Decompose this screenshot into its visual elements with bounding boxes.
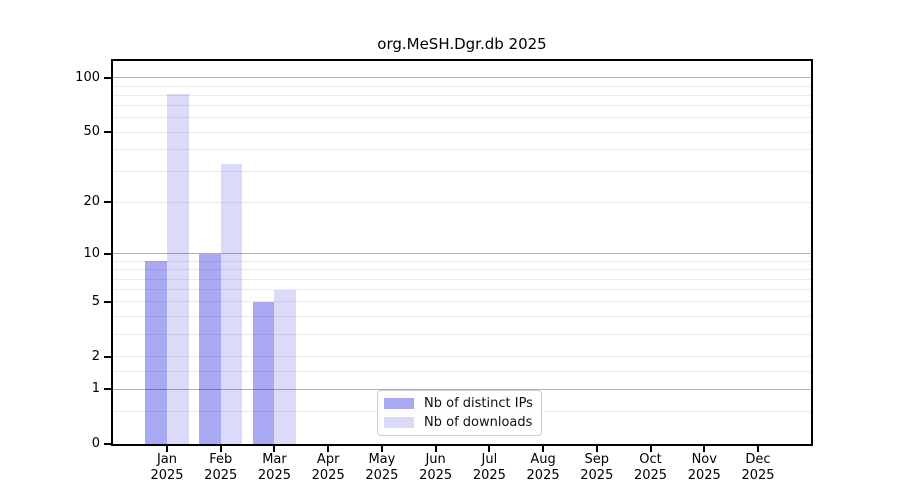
x-tick-mark xyxy=(542,446,545,452)
bar-distinct-ips-jan xyxy=(145,261,167,444)
y-tick-label: 50 xyxy=(83,124,100,140)
x-tick-year: 2025 xyxy=(687,467,721,483)
x-tick-month: May xyxy=(368,452,396,467)
x-tick-month: Apr xyxy=(316,452,340,467)
gridline-tick xyxy=(113,131,811,133)
x-tick-mark xyxy=(756,446,759,452)
gridline-minor xyxy=(113,117,811,119)
x-tick-year: 2025 xyxy=(365,467,399,483)
gridline-minor xyxy=(113,315,811,317)
y-tick-mark xyxy=(104,388,111,391)
x-tick-label: Sep 2025 xyxy=(565,452,629,483)
y-tick-label: 0 xyxy=(91,436,100,451)
bar-distinct-ips-mar xyxy=(252,301,275,444)
legend-item-distinct-ips: Nb of distinct IPs xyxy=(384,396,541,411)
y-tick-mark xyxy=(104,300,111,303)
x-tick-month: Aug xyxy=(530,452,556,467)
x-tick-label: Jun 2025 xyxy=(404,452,468,483)
x-tick-year: 2025 xyxy=(257,467,291,483)
x-tick-year: 2025 xyxy=(150,467,184,483)
x-tick-label: Dec 2025 xyxy=(726,452,790,483)
y-tick-label: 2 xyxy=(91,348,100,364)
x-tick-mark xyxy=(273,446,276,452)
gridline-minor xyxy=(113,105,811,107)
gridline-tick xyxy=(113,388,811,390)
y-tick-label: 20 xyxy=(83,194,100,210)
gridline-minor xyxy=(113,94,811,96)
x-tick-year: 2025 xyxy=(526,467,560,483)
y-tick-label: 100 xyxy=(75,69,100,85)
x-tick-year: 2025 xyxy=(472,467,506,483)
y-tick-label: 1 xyxy=(91,381,100,397)
gridline-minor xyxy=(113,289,811,291)
y-tick-mark xyxy=(104,355,111,358)
x-tick-label: Apr 2025 xyxy=(296,452,360,483)
x-tick-label: Feb 2025 xyxy=(189,452,253,483)
gridline-minor xyxy=(113,260,811,262)
x-tick-label: Aug 2025 xyxy=(511,452,575,483)
y-tick-mark xyxy=(104,131,111,134)
gridline-tick xyxy=(113,77,811,79)
x-tick-mark xyxy=(703,446,706,452)
x-tick-label: May 2025 xyxy=(350,452,414,483)
legend-label-distinct-ips: Nb of distinct IPs xyxy=(424,396,533,411)
x-tick-year: 2025 xyxy=(419,467,453,483)
y-tick-label: 10 xyxy=(83,245,100,261)
x-tick-year: 2025 xyxy=(311,467,345,483)
x-tick-mark xyxy=(166,446,168,452)
gridline-tick xyxy=(113,201,811,203)
bar-downloads-feb xyxy=(220,164,243,444)
x-tick-month: Jul xyxy=(481,452,498,467)
gridline-minor xyxy=(113,333,811,335)
x-tick-mark xyxy=(595,446,598,452)
x-tick-month: Nov xyxy=(691,452,717,467)
gridline-tick xyxy=(113,356,811,358)
bar-distinct-ips-feb xyxy=(199,253,221,444)
chart-title: org.MeSH.Dgr.db 2025 xyxy=(377,35,547,53)
legend-label-downloads: Nb of downloads xyxy=(424,415,533,430)
x-tick-mark xyxy=(649,446,652,452)
x-tick-year: 2025 xyxy=(204,467,238,483)
x-tick-mark xyxy=(219,446,222,452)
legend-item-downloads: Nb of downloads xyxy=(384,415,541,430)
gridline-minor xyxy=(113,278,811,280)
gridline-minor xyxy=(113,171,811,173)
x-tick-year: 2025 xyxy=(633,467,668,483)
gridline-minor xyxy=(113,370,811,372)
x-tick-label: Nov 2025 xyxy=(672,452,736,483)
x-tick-month: Dec xyxy=(745,452,771,467)
gridline-minor xyxy=(113,148,811,150)
x-tick-mark xyxy=(434,446,437,452)
y-tick-mark xyxy=(104,252,111,255)
x-tick-month: Jan xyxy=(156,452,178,467)
x-tick-label: Mar 2025 xyxy=(242,452,306,483)
y-tick-label: 5 xyxy=(91,293,100,309)
x-tick-label: Oct 2025 xyxy=(619,452,683,483)
bar-downloads-jan xyxy=(167,94,189,444)
x-tick-month: Feb xyxy=(209,452,233,467)
x-tick-mark xyxy=(380,446,383,452)
x-tick-label: Jan 2025 xyxy=(135,452,199,483)
gridline-minor xyxy=(113,269,811,271)
legend-swatch-downloads xyxy=(384,417,414,428)
bar-downloads-mar xyxy=(274,289,297,444)
gridline-tick xyxy=(113,253,811,255)
y-tick-mark xyxy=(104,443,111,445)
x-tick-month: Sep xyxy=(584,452,610,467)
x-tick-label: Jul 2025 xyxy=(457,452,521,483)
x-tick-mark xyxy=(488,446,491,452)
gridline-minor xyxy=(113,85,811,87)
legend: Nb of distinct IPs Nb of downloads xyxy=(377,390,542,436)
x-tick-month: Jun xyxy=(425,452,446,467)
y-tick-mark xyxy=(104,76,111,79)
gridline-tick xyxy=(113,301,811,303)
x-tick-year: 2025 xyxy=(580,467,614,483)
x-tick-year: 2025 xyxy=(741,467,775,483)
x-tick-month: Oct xyxy=(639,452,662,467)
x-tick-month: Mar xyxy=(262,452,287,467)
x-tick-mark xyxy=(327,446,330,452)
legend-swatch-distinct-ips xyxy=(384,398,414,409)
y-tick-mark xyxy=(104,201,111,204)
